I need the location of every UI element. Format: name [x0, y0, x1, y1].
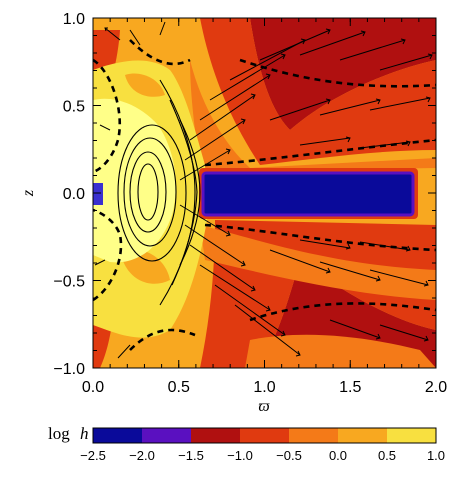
- x-tick-label: 0.5: [168, 379, 190, 396]
- y-axis-label: z: [20, 189, 37, 197]
- colorbar-cell: [240, 428, 289, 443]
- region-orange-upper: [190, 60, 436, 172]
- colorbar-tick-label: −1.0: [227, 448, 253, 463]
- region-orange-inclusion-1: [125, 73, 165, 97]
- colorbar-frame: [92, 427, 437, 444]
- colorbar-tick-label: −0.5: [276, 448, 302, 463]
- disk-blue: [201, 171, 415, 217]
- colorbar-tick-label: 1.0: [427, 448, 445, 463]
- colorbar-tick-label: −2.5: [80, 448, 106, 463]
- region-orange-lower-right: [245, 334, 436, 368]
- colorbar-cells: [93, 428, 436, 443]
- colorbar-label-var: h: [80, 424, 89, 443]
- x-axis: 0.0 0.5 1.0 1.5 2.0: [82, 18, 447, 396]
- colorbar-cell: [338, 428, 387, 443]
- x-tick-label: 0.0: [82, 379, 104, 396]
- x-tick-label: 1.5: [339, 379, 361, 396]
- colorbar-label-log: log: [48, 424, 70, 443]
- x-axis-label: ϖ: [258, 398, 270, 415]
- dashed-contours: [93, 39, 436, 351]
- colorbar-cell: [93, 428, 142, 443]
- axis-blue-patch: [93, 183, 103, 205]
- region-dark-red-upper: [250, 18, 436, 130]
- y-axis: −1.0 −0.5 0.0 0.5 1.0: [53, 11, 436, 378]
- y-tick-label: −1.0: [53, 361, 85, 378]
- y-tick-label: 0.0: [63, 186, 85, 203]
- x-tick-label: 1.0: [253, 379, 275, 396]
- colorbar-ticks: −2.5 −2.0 −1.5 −1.0 −0.5 0.0 0.5 1.0: [80, 448, 445, 463]
- colorbar-cell: [142, 428, 191, 443]
- field-lines: [117, 79, 201, 306]
- plot-area: [93, 18, 436, 368]
- y-tick-label: 1.0: [63, 11, 85, 28]
- velocity-arrows: [94, 21, 433, 359]
- colorbar-cell: [191, 428, 240, 443]
- colorbar-tick-label: 0.5: [378, 448, 396, 463]
- region-red-upper: [200, 18, 436, 165]
- colorbar-tick-label: −2.0: [129, 448, 155, 463]
- colorbar-cell: [289, 428, 338, 443]
- colorbar-tick-label: 0.0: [329, 448, 347, 463]
- y-tick-label: 0.5: [63, 99, 85, 116]
- region-pale-yellow: [93, 98, 176, 263]
- y-tick-label: −0.5: [53, 274, 85, 291]
- colorbar: log h −2.5 −2.0 −1.5 −1.0 −0.5 0.0 0.5 1.0: [48, 424, 445, 463]
- colorbar-cell: [387, 428, 436, 443]
- x-tick-label: 2.0: [425, 379, 447, 396]
- colorbar-tick-label: −1.5: [178, 448, 204, 463]
